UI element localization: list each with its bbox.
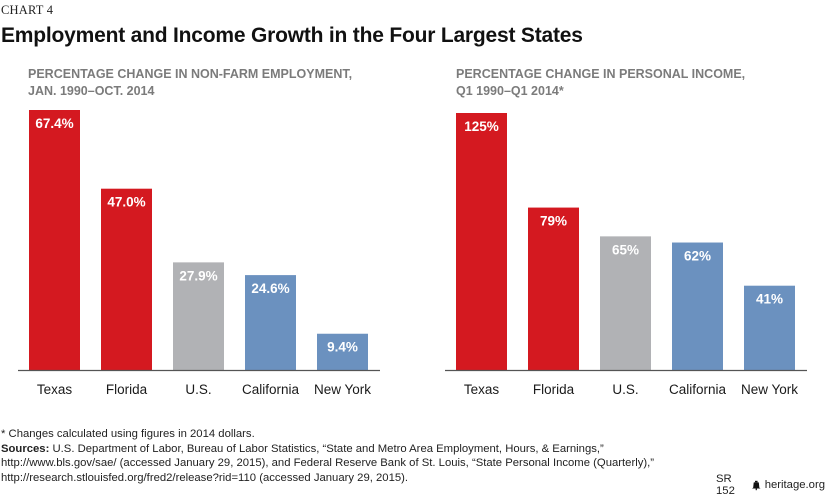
- right-category-label-new-york: New York: [741, 382, 798, 397]
- right-category-label-texas: Texas: [464, 382, 500, 397]
- right-bar-chart: 125% Texas 79% Florida 65% U.S. 62% California 4…: [445, 113, 807, 397]
- left-category-label-u-s: U.S.: [185, 382, 211, 397]
- right-bar-florida: [528, 207, 579, 370]
- right-bar-new-york: [744, 285, 795, 370]
- chart-number: CHART 4: [1, 3, 54, 17]
- left-chart-subtitle: PERCENTAGE CHANGE IN NON-FARM EMPLOYMENT…: [28, 66, 352, 100]
- right-category-label-california: California: [669, 382, 727, 397]
- footnote-note: * Changes calculated using figures in 20…: [1, 428, 255, 440]
- left-bar-u-s: [173, 262, 224, 370]
- right-value-label-new-york: 41%: [756, 292, 783, 307]
- left-value-label-california: 24.6%: [251, 281, 289, 296]
- right-bar-california: [672, 242, 723, 370]
- right-subtitle-line-1: PERCENTAGE CHANGE IN PERSONAL INCOME,: [456, 67, 746, 81]
- left-value-label-florida: 47.0%: [107, 195, 145, 210]
- footnote-sources: Sources: U.S. Department of Labor, Burea…: [1, 442, 701, 486]
- right-subtitle-line-2: Q1 1990–Q1 2014*: [456, 84, 564, 98]
- footnote: * Changes calculated using figures in 20…: [1, 427, 701, 485]
- left-subtitle-line-2: JAN. 1990–OCT. 2014: [28, 84, 155, 98]
- left-category-label-new-york: New York: [314, 382, 371, 397]
- chart-title: Employment and Income Growth in the Four…: [1, 24, 583, 47]
- left-value-label-texas: 67.4%: [35, 116, 73, 131]
- credit: SR 152 heritage.org: [716, 473, 825, 497]
- left-bar-florida: [101, 188, 152, 370]
- report-id: SR 152: [716, 473, 735, 497]
- liberty-bell-icon: [752, 480, 761, 490]
- left-value-label-u-s: 27.9%: [179, 268, 217, 283]
- right-chart-subtitle: PERCENTAGE CHANGE IN PERSONAL INCOME, Q1…: [456, 66, 745, 100]
- left-subtitle-line-1: PERCENTAGE CHANGE IN NON-FARM EMPLOYMENT…: [28, 67, 353, 81]
- right-value-label-california: 62%: [684, 249, 711, 264]
- right-bar-texas: [456, 113, 507, 370]
- left-category-label-texas: Texas: [37, 382, 73, 397]
- right-value-label-florida: 79%: [540, 214, 567, 229]
- right-bar-u-s: [600, 236, 651, 370]
- sources-text: U.S. Department of Labor, Bureau of Labo…: [1, 442, 655, 484]
- sources-label: Sources:: [1, 442, 50, 455]
- left-value-label-new-york: 9.4%: [327, 340, 358, 355]
- left-bar-texas: [29, 110, 80, 370]
- right-category-label-u-s: U.S.: [612, 382, 638, 397]
- left-bar-chart: 67.4% Texas 47.0% Florida 27.9% U.S. 24.6% Cali…: [18, 110, 380, 397]
- left-category-label-california: California: [242, 382, 300, 397]
- left-bar-new-york: [317, 333, 368, 370]
- right-value-label-u-s: 65%: [612, 242, 639, 257]
- right-value-label-texas: 125%: [464, 119, 499, 134]
- right-category-label-florida: Florida: [533, 382, 575, 397]
- left-category-label-florida: Florida: [106, 382, 148, 397]
- charts-canvas: 67.4% Texas 47.0% Florida 27.9% U.S. 24.6% Cali…: [18, 110, 807, 397]
- site-url: heritage.org: [764, 479, 825, 491]
- left-bar-california: [245, 275, 296, 370]
